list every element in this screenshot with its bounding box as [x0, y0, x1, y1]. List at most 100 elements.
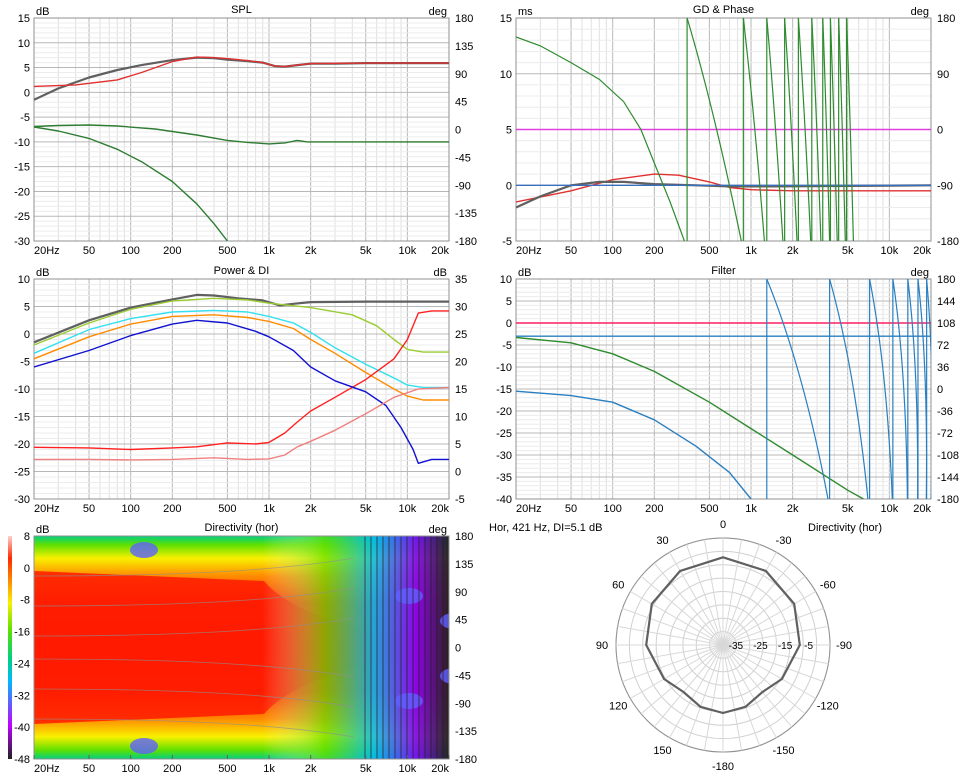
- directivity-xtick: 200: [163, 763, 181, 775]
- power-ytick-left: -15: [14, 412, 30, 424]
- gd-phase-wrap-down: [766, 18, 784, 241]
- filter-phase-wrap-down: [766, 279, 829, 499]
- spl-ytick-left: 15: [18, 13, 30, 25]
- power-xtick: 200: [163, 503, 181, 515]
- directivity-ylabel-left: dB: [36, 524, 49, 536]
- colorbar-tick: -24: [14, 658, 30, 670]
- filter-ytick-left: -40: [496, 494, 512, 506]
- power-frame: [33, 278, 450, 500]
- spl-ytick-right: 0: [455, 125, 461, 137]
- heatmap-blob: [440, 668, 449, 684]
- filter-ytick-right: 0: [937, 384, 943, 396]
- filter-ytick-right: -72: [937, 428, 953, 440]
- spl-xtick: 200: [163, 245, 181, 257]
- filter-xtick: 200: [645, 503, 663, 515]
- filter-ytick-right: 36: [937, 362, 949, 374]
- power-ylabel-right: dB: [434, 267, 447, 279]
- polar-spoke: [685, 644, 724, 746]
- power-ytick-right: 35: [455, 274, 467, 286]
- spl-ytick-right: -90: [455, 180, 471, 192]
- directivity-ytick-right: 0: [455, 643, 461, 655]
- polar-spoke: [722, 575, 806, 646]
- polar-angle-label: 120: [609, 701, 627, 713]
- polar-angle-label: -30: [776, 535, 792, 547]
- filter-ytick-right: 72: [937, 340, 949, 352]
- power-xtick: 500: [218, 503, 236, 515]
- gd-xtick: 2k: [787, 245, 799, 257]
- spl-ylabel-left: dB: [36, 6, 49, 18]
- gd-phase-wrap-down: [742, 18, 765, 241]
- directivity-heatmap: [34, 536, 449, 759]
- gd-xtick: 20k: [913, 245, 931, 257]
- power-xtick: 1k: [263, 503, 275, 515]
- directivity-xtick: 20k: [431, 763, 449, 775]
- polar-angle-label: -60: [820, 580, 836, 592]
- filter-ytick-left: -15: [496, 384, 512, 396]
- directivity-frame: [33, 535, 450, 760]
- polar-spoke: [722, 607, 824, 646]
- gd-xtick: 100: [604, 245, 622, 257]
- heatmap-streak: [424, 536, 426, 759]
- filter-ytick-left: 5: [506, 296, 512, 308]
- polar-angle-label: 0: [720, 519, 726, 531]
- spl-ytick-right: 180: [455, 13, 473, 25]
- power-xtick: 5k: [360, 503, 372, 515]
- heatmap-streak: [394, 536, 396, 759]
- heatmap-streak: [418, 536, 420, 759]
- spl-ytick-right: -180: [455, 236, 477, 248]
- gd-phase-wrap-down: [822, 18, 831, 241]
- power-ytick-right: -5: [455, 494, 465, 506]
- directivity-xtick: 20Hz: [34, 763, 60, 775]
- gd-title: GD & Phase: [693, 4, 754, 16]
- polar-radial-label: -15: [778, 641, 793, 652]
- directivity-xtick: 10k: [398, 763, 416, 775]
- gd-xtick: 1k: [745, 245, 757, 257]
- polar-angle-label: -90: [836, 640, 852, 652]
- filter-xtick: 10k: [880, 503, 898, 515]
- polar-spoke: [722, 591, 816, 646]
- heatmap-streak: [436, 536, 438, 759]
- series-listening-window: [34, 297, 449, 353]
- filter-phase-wrap-down: [892, 279, 908, 499]
- directivity-ytick-right: -180: [455, 754, 477, 766]
- directivity-ytick-right: -90: [455, 698, 471, 710]
- spl-ylabel-right: deg: [429, 6, 447, 18]
- gd-ytick-left: 10: [500, 69, 512, 81]
- directivity-ytick-right: -45: [455, 670, 471, 682]
- gd-ytick-left: 0: [506, 180, 512, 192]
- directivity-xtick: 100: [122, 763, 140, 775]
- power-ytick-right: 10: [455, 412, 467, 424]
- series-on-axis: [34, 293, 449, 344]
- spl-plot-area: [33, 17, 450, 242]
- gd-phase-wrap-down: [829, 18, 838, 241]
- colorbar-tick: -48: [14, 754, 30, 766]
- spl-xtick: 20k: [431, 245, 449, 257]
- polar-spoke: [722, 644, 777, 738]
- gd-ylabel-left: ms: [518, 6, 533, 18]
- spl-frame: [33, 17, 450, 242]
- gd-phase-wrap-down: [811, 18, 822, 241]
- filter-ytick-left: -35: [496, 472, 512, 484]
- polar-spoke: [669, 552, 724, 646]
- filter-phase-wrap-down: [829, 279, 869, 499]
- directivity-ytick-right: 180: [455, 531, 473, 543]
- series-sound-power-di: [34, 310, 449, 451]
- heatmap-streak: [406, 536, 408, 759]
- gd-phase-descending: [516, 36, 685, 241]
- power-ytick-right: 25: [455, 329, 467, 341]
- heatmap-blob: [130, 738, 158, 754]
- heatmap-blob: [440, 613, 449, 629]
- filter-grid: [515, 278, 932, 500]
- polar-radial-label: -25: [753, 641, 768, 652]
- spl-ytick-right: 45: [455, 97, 467, 109]
- polar-spoke: [703, 644, 724, 751]
- polar-subtitle: Directivity (hor): [808, 522, 882, 534]
- spl-xtick: 10k: [398, 245, 416, 257]
- power-xtick: 50: [83, 503, 95, 515]
- spl-xtick: 1k: [263, 245, 275, 257]
- polar-plot: Hor, 421 Hz, DI=5.1 dB Directivity (hor) 0…: [489, 519, 882, 773]
- spl-xtick: 100: [122, 245, 140, 257]
- colorbar-tick: 8: [24, 531, 30, 543]
